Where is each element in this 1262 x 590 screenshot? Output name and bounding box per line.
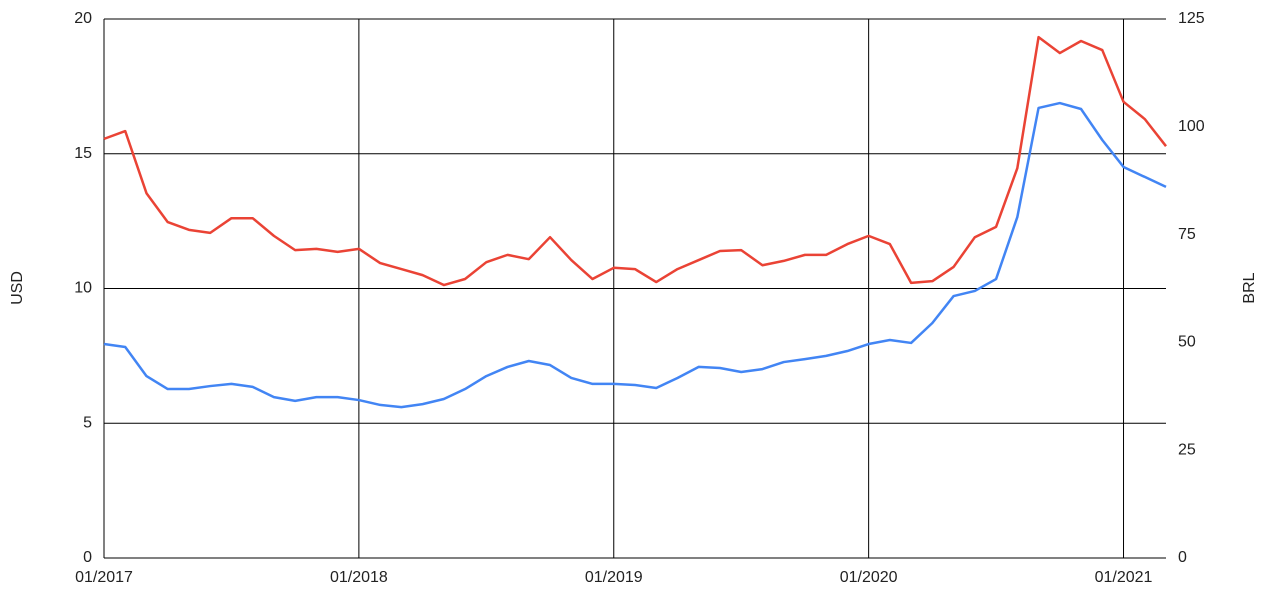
y2-axis-label: BRL bbox=[1241, 272, 1258, 303]
y-tick-label: 20 bbox=[74, 10, 92, 27]
y-tick-label: 10 bbox=[74, 280, 92, 297]
y2-tick-label: 100 bbox=[1178, 118, 1205, 135]
x-tick-label: 01/2019 bbox=[585, 569, 643, 586]
y-axis-label: USD bbox=[9, 271, 26, 305]
y2-tick-label: 75 bbox=[1178, 226, 1196, 243]
line-series bbox=[103, 101, 1167, 409]
x-tick-label: 01/2021 bbox=[1095, 569, 1153, 586]
y-tick-label: 0 bbox=[83, 549, 92, 566]
y2-tick-label: 25 bbox=[1178, 441, 1196, 458]
x-tick-label: 01/2020 bbox=[840, 569, 898, 586]
y2-tick-label: 125 bbox=[1178, 10, 1205, 27]
x-tick-label: 01/2017 bbox=[75, 569, 133, 586]
line-series bbox=[103, 35, 1167, 287]
y-tick-label: 15 bbox=[74, 145, 92, 162]
y2-tick-label: 50 bbox=[1178, 334, 1196, 351]
x-tick-label: 01/2018 bbox=[330, 569, 388, 586]
y-tick-label: 5 bbox=[83, 414, 92, 431]
y2-tick-label: 0 bbox=[1178, 549, 1187, 566]
